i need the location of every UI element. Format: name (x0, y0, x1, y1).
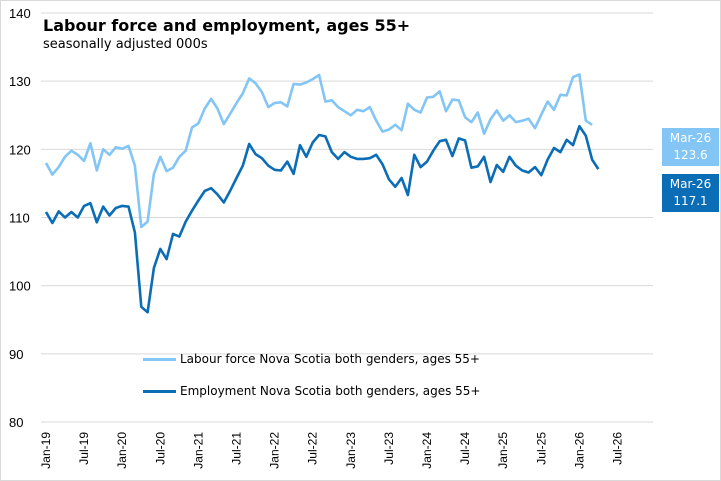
y-tick-label: 110 (9, 211, 30, 226)
y-axis-ticks: 80 90 100 110 120 130 140 (9, 6, 31, 430)
x-tick-label: Jan-21 (191, 432, 205, 469)
x-tick-label: Jan-19 (39, 432, 53, 469)
callout-employment-label: Mar-26 (669, 177, 712, 191)
chart-subtitle: seasonally adjusted 000s (43, 37, 208, 52)
series-line-employment (44, 124, 600, 314)
legend-item-labour-force: Labour force Nova Scotia both genders, a… (143, 352, 480, 366)
x-tick-label: Jul-23 (382, 432, 396, 465)
y-tick-label: 90 (9, 347, 23, 362)
x-tick-label: Jul-24 (458, 432, 472, 465)
callout-employment: Mar-26 117.1 (662, 174, 719, 212)
x-tick-label: Jan-22 (268, 432, 282, 469)
y-tick-label: 120 (9, 142, 31, 157)
gridlines (41, 12, 653, 423)
x-tick-label: Jan-24 (420, 432, 434, 469)
callout-labour-force-value: 123.6 (673, 148, 708, 162)
series-lines (44, 73, 600, 314)
x-axis-ticks: Jan-19 Jul-19 Jan-20 Jul-20 Jan-21 Jul-21 Jan-… (39, 432, 625, 469)
callout-labour-force: Mar-26 123.6 (662, 128, 719, 166)
x-tick-label: Jul-19 (77, 432, 91, 465)
legend-item-employment: Employment Nova Scotia both genders, age… (143, 384, 480, 398)
x-tick-label: Jul-20 (153, 432, 167, 465)
legend-swatch-labour-force (143, 357, 176, 361)
x-tick-label: Jan-20 (115, 432, 129, 469)
chart-title: Labour force and employment, ages 55+ (43, 16, 411, 35)
y-tick-label: 100 (9, 279, 31, 294)
x-tick-label: Jan-25 (496, 432, 510, 469)
callout-employment-value: 117.1 (673, 194, 708, 208)
legend-label-labour-force: Labour force Nova Scotia both genders, a… (180, 352, 480, 366)
callout-labour-force-label: Mar-26 (669, 131, 712, 145)
x-tick-label: Jan-23 (344, 432, 358, 469)
y-tick-label: 80 (9, 415, 23, 430)
x-tick-label: Jul-25 (534, 432, 548, 465)
x-tick-label: Jul-22 (306, 432, 320, 465)
legend-label-employment: Employment Nova Scotia both genders, age… (180, 384, 481, 398)
x-tick-label: Jul-26 (611, 432, 625, 465)
series-line-labour-force (44, 73, 593, 229)
legend-swatch-employment (143, 389, 176, 393)
x-tick-label: Jan-26 (572, 432, 586, 469)
y-tick-label: 140 (9, 6, 31, 21)
x-tick-label: Jul-21 (230, 432, 244, 465)
y-tick-label: 130 (9, 74, 31, 89)
